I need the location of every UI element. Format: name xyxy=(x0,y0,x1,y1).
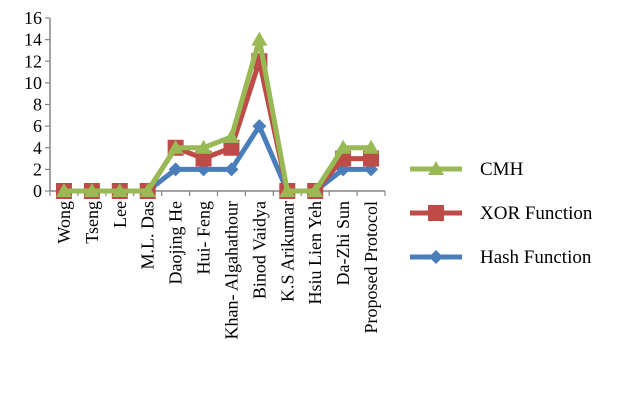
cmh-point xyxy=(223,128,240,143)
legend-xor-function-point xyxy=(428,205,444,221)
x-tick-label: Tseng xyxy=(82,201,102,244)
cmh-point xyxy=(55,183,72,197)
cmh-point xyxy=(363,139,380,154)
cmh-point xyxy=(335,139,352,154)
x-tick-label: Hui- Feng xyxy=(194,201,214,274)
x-tick-label: Lee xyxy=(110,201,130,228)
legend-item-cmh: CMH xyxy=(410,159,524,180)
legend-item-xor-function: XOR Function xyxy=(410,203,593,224)
y-tick-label: 14 xyxy=(24,30,42,50)
y-tick-label: 10 xyxy=(24,73,42,93)
legend-label: Hash Function xyxy=(480,247,592,268)
legend-label: XOR Function xyxy=(480,203,593,224)
hash-function-point xyxy=(224,162,239,177)
y-tick-label: 6 xyxy=(33,116,42,136)
xor-function-point xyxy=(363,150,380,167)
legend-cmh-point xyxy=(428,161,444,175)
x-tick-label: Hsiu Lien Yeh xyxy=(305,201,325,305)
x-tick-label: Wong xyxy=(54,201,74,244)
x-axis: Wong Tseng Lee M.L. Das Daojing He Hui- Feng K… xyxy=(49,190,386,339)
x-tick-label: K.S Arikumar xyxy=(277,201,297,302)
cmh-point xyxy=(195,139,212,154)
xor-function-point xyxy=(223,139,240,156)
cmh-point xyxy=(83,183,100,197)
x-tick-label: M.L. Das xyxy=(138,201,158,270)
cmh-point xyxy=(307,183,324,197)
y-tick-label: 12 xyxy=(24,51,42,71)
cmh-point xyxy=(251,31,268,46)
x-tick-label: Khan- Algahathour xyxy=(221,201,241,339)
x-tick-label: Binod Vaidya xyxy=(249,201,269,299)
series-layer xyxy=(55,31,380,199)
x-tick-label: Daojing He xyxy=(166,201,186,284)
y-tick-label: 0 xyxy=(33,181,42,201)
hash-function-point xyxy=(252,119,267,134)
legend-label: CMH xyxy=(480,159,524,180)
cmh-point xyxy=(111,183,128,197)
legend: CMH XOR Function Hash Function xyxy=(410,159,593,268)
xor-function-point xyxy=(195,150,212,167)
cmh-line xyxy=(63,37,372,194)
cmh-point xyxy=(167,139,184,154)
series-hash-function xyxy=(56,119,379,198)
hash-function-point xyxy=(168,162,183,177)
y-tick-label: 8 xyxy=(33,95,42,115)
y-tick-label: 16 xyxy=(24,8,42,28)
cmh-point xyxy=(139,183,156,197)
legend-hash-function-point xyxy=(429,250,443,264)
x-tick-label: Da-Zhi Sun xyxy=(333,201,353,286)
y-tick-label: 4 xyxy=(33,138,42,158)
y-tick-label: 2 xyxy=(33,159,42,179)
legend-item-hash-function: Hash Function xyxy=(410,247,592,268)
x-tick-label: Proposed Protocol xyxy=(361,201,381,334)
series-cmh xyxy=(55,31,380,197)
cmh-point xyxy=(279,183,296,197)
